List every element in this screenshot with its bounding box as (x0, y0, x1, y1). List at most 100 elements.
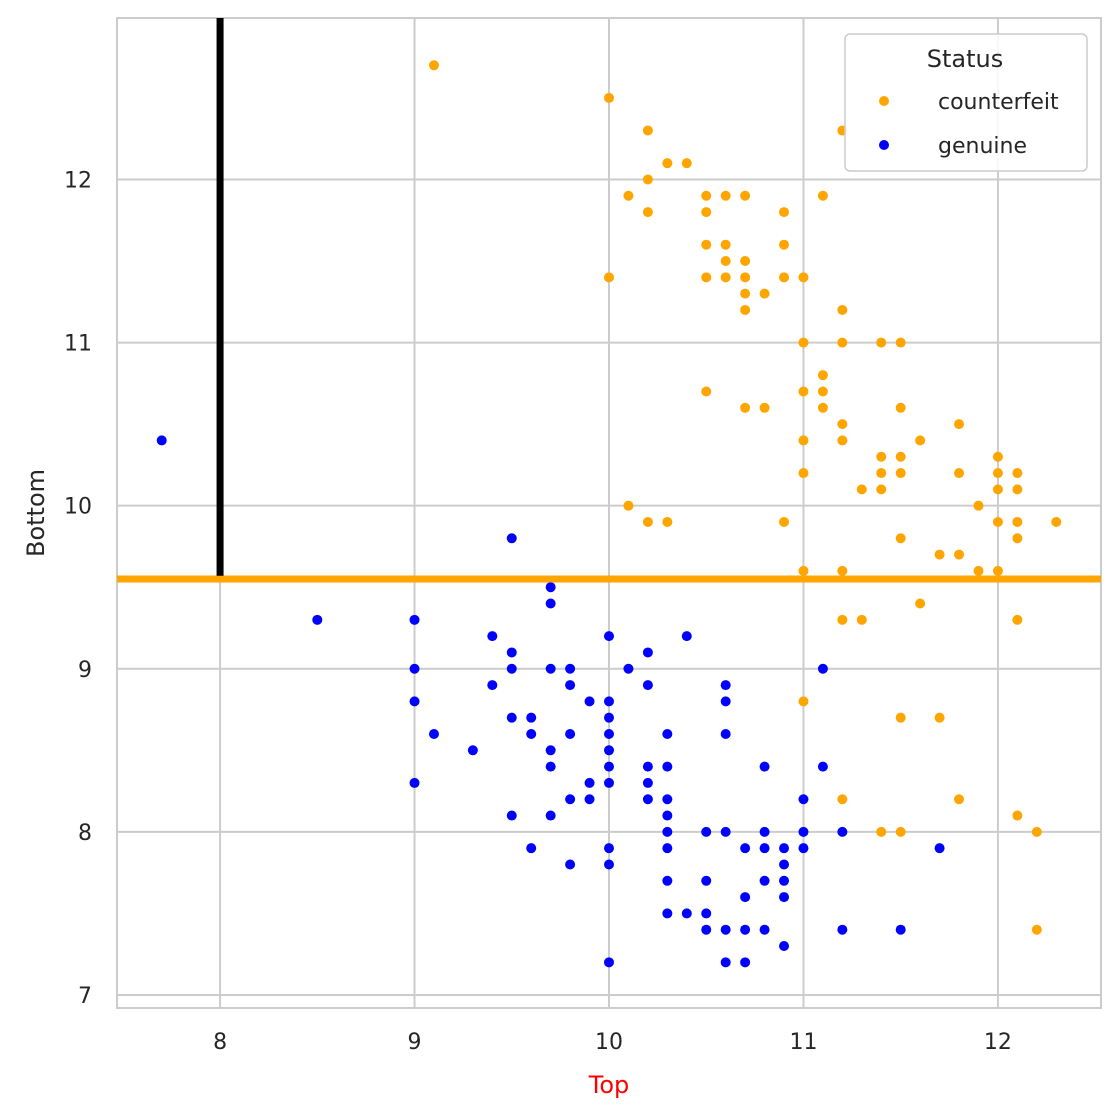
genuine-point (604, 859, 614, 870)
genuine-point (604, 712, 614, 723)
counterfeit-point (934, 712, 945, 723)
counterfeit-point (604, 92, 614, 103)
genuine-point (526, 728, 537, 739)
counterfeit-point (1031, 924, 1042, 935)
genuine-point (701, 908, 712, 919)
series-genuine (156, 435, 945, 968)
counterfeit-point (720, 190, 731, 201)
legend-marker-genuine (879, 140, 889, 150)
counterfeit-point (642, 125, 653, 136)
grid-lines (117, 18, 1101, 1008)
legend: Status counterfeit genuine (844, 33, 1088, 172)
y-tick-label: 10 (64, 495, 92, 520)
counterfeit-point (1012, 516, 1023, 527)
genuine-point (720, 696, 731, 707)
genuine-point (662, 728, 673, 739)
counterfeit-point (895, 712, 906, 723)
genuine-point (895, 924, 906, 935)
counterfeit-point (798, 272, 809, 283)
genuine-point (604, 745, 614, 756)
genuine-point (662, 908, 673, 919)
genuine-point (623, 663, 634, 674)
y-tick-label: 12 (64, 168, 92, 193)
genuine-point (409, 614, 420, 625)
data-series (156, 60, 1062, 968)
counterfeit-point (817, 402, 828, 413)
counterfeit-point (876, 468, 887, 479)
counterfeit-point (1012, 484, 1023, 495)
counterfeit-point (662, 516, 673, 527)
genuine-point (759, 875, 770, 886)
genuine-point (487, 680, 498, 691)
counterfeit-point (817, 190, 828, 201)
legend-label-counterfeit: counterfeit (938, 90, 1059, 115)
legend-box (844, 33, 1088, 172)
y-tick-label: 11 (64, 332, 92, 357)
counterfeit-point (740, 272, 751, 283)
genuine-point (487, 631, 498, 642)
genuine-point (740, 892, 751, 903)
counterfeit-point (1051, 516, 1062, 527)
counterfeit-point (837, 565, 848, 576)
x-axis-label: Top (588, 1071, 630, 1099)
counterfeit-point (798, 386, 809, 397)
genuine-point (720, 826, 731, 837)
counterfeit-point (817, 370, 828, 381)
counterfeit-point (954, 794, 965, 805)
genuine-point (701, 826, 712, 837)
counterfeit-point (798, 337, 809, 348)
counterfeit-point (837, 435, 848, 446)
genuine-point (604, 957, 614, 968)
counterfeit-point (895, 826, 906, 837)
counterfeit-point (779, 207, 790, 218)
counterfeit-point (701, 207, 712, 218)
genuine-point (720, 924, 731, 935)
counterfeit-point (837, 419, 848, 430)
counterfeit-point (954, 549, 965, 560)
genuine-point (409, 696, 420, 707)
counterfeit-point (642, 516, 653, 527)
genuine-point (642, 777, 653, 788)
y-tick-label: 9 (78, 658, 92, 683)
counterfeit-point (954, 468, 965, 479)
genuine-point (681, 631, 692, 642)
counterfeit-point (798, 435, 809, 446)
genuine-point (817, 761, 828, 772)
genuine-point (798, 826, 809, 837)
counterfeit-point (895, 468, 906, 479)
counterfeit-point (876, 451, 887, 462)
counterfeit-point (740, 190, 751, 201)
genuine-point (312, 614, 323, 625)
counterfeit-point (895, 451, 906, 462)
counterfeit-point (740, 304, 751, 315)
genuine-point (720, 680, 731, 691)
genuine-point (740, 957, 751, 968)
genuine-point (467, 745, 478, 756)
genuine-point (662, 843, 673, 854)
counterfeit-point (1012, 614, 1023, 625)
genuine-point (701, 924, 712, 935)
counterfeit-point (1012, 468, 1023, 479)
genuine-point (565, 728, 576, 739)
counterfeit-point (934, 549, 945, 560)
counterfeit-point (701, 239, 712, 250)
counterfeit-point (1012, 533, 1023, 544)
genuine-point (662, 826, 673, 837)
genuine-point (779, 941, 790, 952)
x-tick-label: 9 (408, 1030, 422, 1055)
counterfeit-point (701, 190, 712, 201)
genuine-point (545, 582, 556, 593)
genuine-point (779, 859, 790, 870)
counterfeit-point (856, 484, 867, 495)
genuine-point (759, 826, 770, 837)
genuine-point (545, 598, 556, 609)
counterfeit-point (740, 288, 751, 299)
counterfeit-point (623, 190, 634, 201)
genuine-point (604, 843, 614, 854)
counterfeit-point (876, 826, 887, 837)
genuine-point (506, 533, 517, 544)
counterfeit-point (992, 468, 1003, 479)
y-tick-label: 7 (78, 984, 92, 1009)
counterfeit-point (954, 419, 965, 430)
